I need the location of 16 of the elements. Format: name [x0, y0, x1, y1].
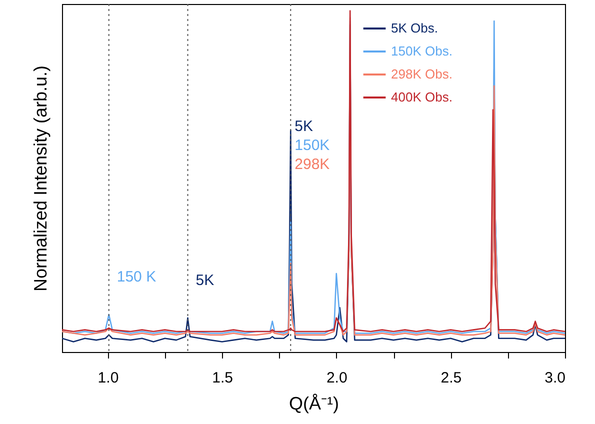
x-tick-label: 1.0 — [98, 370, 119, 386]
annotation: 5K — [294, 118, 313, 136]
legend-label: 298K Obs. — [391, 66, 452, 82]
y-axis-title: Normalized Intensity (arb.u.) — [30, 65, 50, 292]
annotation: 150 K — [116, 268, 156, 286]
legend-label: 150K Obs. — [391, 44, 452, 58]
annotation: 5K — [196, 272, 214, 289]
annotation: 150K — [294, 137, 330, 154]
legend-label: 5K Obs. — [391, 20, 438, 36]
x-axis-title: Q(Å⁻¹) — [289, 394, 339, 414]
legend-label: 400K Obs. — [391, 90, 452, 104]
x-tick-label: 2.0 — [326, 370, 348, 386]
x-tick-label: 2.5 — [440, 370, 462, 386]
x-tick-label: 1.5 — [212, 370, 233, 386]
annotation: 298K — [294, 156, 330, 174]
x-tick-label: 3.0 — [544, 370, 566, 386]
